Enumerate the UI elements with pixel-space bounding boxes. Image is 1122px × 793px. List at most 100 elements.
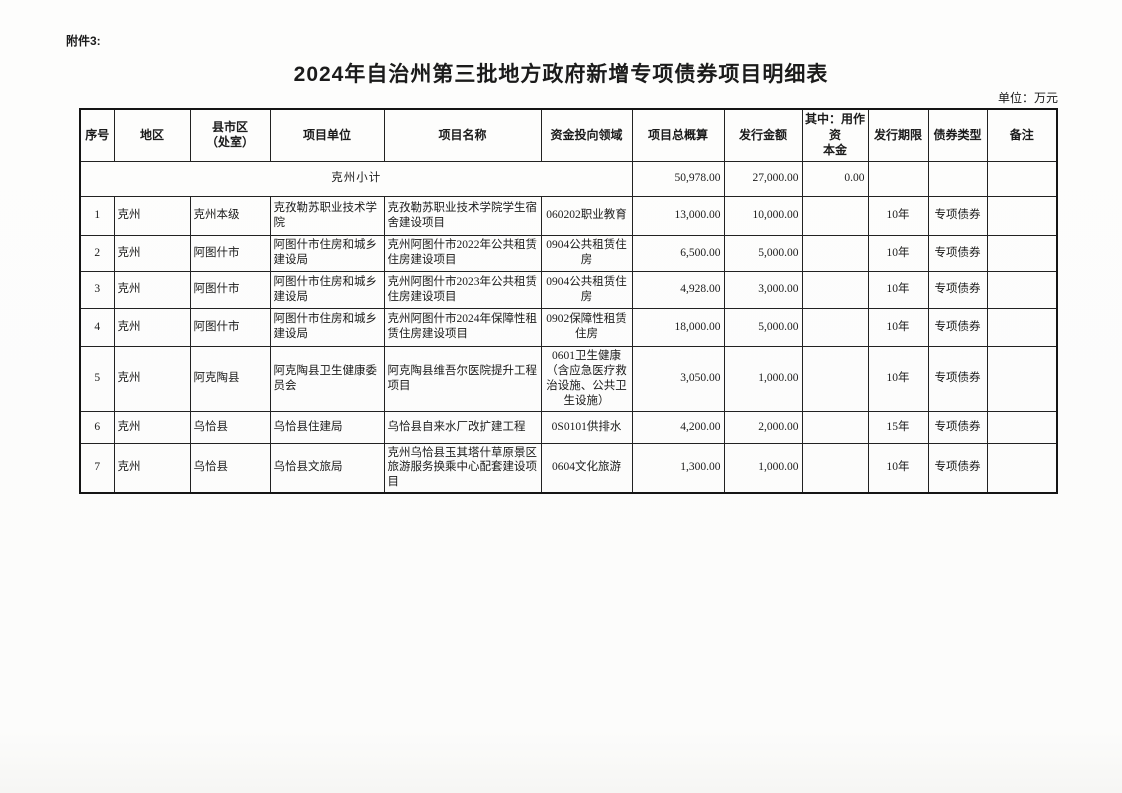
cell-region: 克州 bbox=[113, 442, 191, 494]
cell-field: 0902保障性租赁住房 bbox=[540, 307, 633, 347]
subtotal-issue-amount: 27,000.00 bbox=[723, 160, 803, 197]
cell-region: 克州 bbox=[113, 195, 191, 236]
table-row: 3 克州 阿图什市 阿图什市住房和城乡建设局 克州阿图什市2023年公共租赁住房… bbox=[79, 270, 1058, 309]
cell-seq: 4 bbox=[79, 307, 115, 347]
header-cell-issue-amount: 发行金额 bbox=[723, 108, 803, 162]
cell-term: 10年 bbox=[867, 345, 929, 412]
header-cell-county: 县市区 （处室） bbox=[189, 108, 271, 162]
cell-region: 克州 bbox=[113, 345, 191, 412]
cell-project: 克州阿图什市2022年公共租赁住房建设项目 bbox=[383, 234, 542, 272]
cell-county: 阿克陶县 bbox=[189, 345, 271, 412]
header-cell-term: 发行期限 bbox=[867, 108, 929, 162]
unit-note: 单位：万元 bbox=[997, 91, 1058, 105]
cell-field: 0S0101供排水 bbox=[540, 410, 633, 444]
cell-capital-fund bbox=[801, 195, 869, 236]
cell-field: 0604文化旅游 bbox=[540, 442, 633, 494]
cell-note bbox=[986, 345, 1058, 412]
cell-project: 克州乌恰县玉其塔什草原景区旅游服务换乘中心配套建设项目 bbox=[383, 442, 542, 494]
cell-issue-amount: 2,000.00 bbox=[723, 410, 803, 444]
cell-unit: 阿图什市住房和城乡建设局 bbox=[269, 234, 385, 272]
cell-field: 0601卫生健康（含应急医疗救治设施、公共卫生设施） bbox=[540, 345, 633, 412]
cell-note bbox=[986, 270, 1058, 309]
attachment-label: 附件3: bbox=[66, 34, 101, 48]
table-header-row: 序号 地区 县市区 （处室） 项目单位 项目名称 资金投向领域 项目总概算 发行… bbox=[79, 108, 1058, 162]
cell-capital-fund bbox=[801, 234, 869, 272]
cell-term: 10年 bbox=[867, 442, 929, 494]
cell-region: 克州 bbox=[113, 410, 191, 444]
cell-capital-fund bbox=[801, 270, 869, 309]
cell-unit: 阿图什市住房和城乡建设局 bbox=[269, 270, 385, 309]
cell-county: 阿图什市 bbox=[189, 270, 271, 309]
cell-total-budget: 4,928.00 bbox=[631, 270, 725, 309]
header-cell-capital-fund: 其中：用作资 本金 bbox=[801, 108, 869, 162]
cell-project: 阿克陶县维吾尔医院提升工程项目 bbox=[383, 345, 542, 412]
subtotal-note bbox=[986, 160, 1058, 197]
cell-issue-amount: 10,000.00 bbox=[723, 195, 803, 236]
table-row: 7 克州 乌恰县 乌恰县文旅局 克州乌恰县玉其塔什草原景区旅游服务换乘中心配套建… bbox=[79, 442, 1058, 494]
header-cell-project: 项目名称 bbox=[383, 108, 542, 162]
cell-unit: 乌恰县住建局 bbox=[269, 410, 385, 444]
cell-capital-fund bbox=[801, 307, 869, 347]
cell-total-budget: 18,000.00 bbox=[631, 307, 725, 347]
cell-project: 克州阿图什市2024年保障性租赁住房建设项目 bbox=[383, 307, 542, 347]
cell-note bbox=[986, 195, 1058, 236]
cell-field: 0904公共租赁住房 bbox=[540, 270, 633, 309]
cell-field: 060202职业教育 bbox=[540, 195, 633, 236]
cell-issue-amount: 1,000.00 bbox=[723, 345, 803, 412]
cell-unit: 阿图什市住房和城乡建设局 bbox=[269, 307, 385, 347]
header-cell-total-budget: 项目总概算 bbox=[631, 108, 725, 162]
cell-unit: 阿克陶县卫生健康委员会 bbox=[269, 345, 385, 412]
subtotal-row: 克州小计 50,978.00 27,000.00 0.00 bbox=[79, 160, 1058, 197]
cell-bond-type: 专项债券 bbox=[927, 410, 988, 444]
cell-bond-type: 专项债券 bbox=[927, 345, 988, 412]
cell-issue-amount: 3,000.00 bbox=[723, 270, 803, 309]
cell-region: 克州 bbox=[113, 234, 191, 272]
cell-capital-fund bbox=[801, 442, 869, 494]
cell-bond-type: 专项债券 bbox=[927, 442, 988, 494]
cell-field: 0904公共租赁住房 bbox=[540, 234, 633, 272]
cell-unit: 乌恰县文旅局 bbox=[269, 442, 385, 494]
header-cell-note: 备注 bbox=[986, 108, 1058, 162]
cell-project: 克州阿图什市2023年公共租赁住房建设项目 bbox=[383, 270, 542, 309]
cell-note bbox=[986, 234, 1058, 272]
cell-county: 乌恰县 bbox=[189, 410, 271, 444]
cell-note bbox=[986, 307, 1058, 347]
table-row: 4 克州 阿图什市 阿图什市住房和城乡建设局 克州阿图什市2024年保障性租赁住… bbox=[79, 307, 1058, 347]
table-row: 6 克州 乌恰县 乌恰县住建局 乌恰县自来水厂改扩建工程 0S0101供排水 4… bbox=[79, 410, 1058, 444]
cell-capital-fund bbox=[801, 410, 869, 444]
cell-region: 克州 bbox=[113, 270, 191, 309]
cell-bond-type: 专项债券 bbox=[927, 234, 988, 272]
header-cell-region: 地区 bbox=[113, 108, 191, 162]
cell-project: 克孜勒苏职业技术学院学生宿舍建设项目 bbox=[383, 195, 542, 236]
header-cell-bond-type: 债券类型 bbox=[927, 108, 988, 162]
table-row: 5 克州 阿克陶县 阿克陶县卫生健康委员会 阿克陶县维吾尔医院提升工程项目 06… bbox=[79, 345, 1058, 412]
cell-region: 克州 bbox=[113, 307, 191, 347]
cell-bond-type: 专项债券 bbox=[927, 307, 988, 347]
cell-issue-amount: 1,000.00 bbox=[723, 442, 803, 494]
table-row: 2 克州 阿图什市 阿图什市住房和城乡建设局 克州阿图什市2022年公共租赁住房… bbox=[79, 234, 1058, 272]
subtotal-label: 克州小计 bbox=[79, 160, 633, 197]
cell-note bbox=[986, 442, 1058, 494]
cell-term: 10年 bbox=[867, 195, 929, 236]
subtotal-term bbox=[867, 160, 929, 197]
page-title: 2024年自治州第三批地方政府新增专项债券项目明细表 bbox=[293, 63, 829, 86]
table-row: 1 克州 克州本级 克孜勒苏职业技术学院 克孜勒苏职业技术学院学生宿舍建设项目 … bbox=[79, 195, 1058, 236]
cell-total-budget: 6,500.00 bbox=[631, 234, 725, 272]
bond-projects-table: 序号 地区 县市区 （处室） 项目单位 项目名称 资金投向领域 项目总概算 发行… bbox=[79, 108, 1058, 495]
cell-county: 乌恰县 bbox=[189, 442, 271, 494]
cell-seq: 1 bbox=[79, 195, 115, 236]
cell-seq: 6 bbox=[79, 410, 115, 444]
subtotal-total-budget: 50,978.00 bbox=[631, 160, 725, 197]
cell-project: 乌恰县自来水厂改扩建工程 bbox=[383, 410, 542, 444]
header-cell-field: 资金投向领域 bbox=[540, 108, 633, 162]
subtotal-bond-type bbox=[927, 160, 988, 197]
cell-term: 15年 bbox=[867, 410, 929, 444]
subtotal-capital-fund: 0.00 bbox=[801, 160, 869, 197]
cell-term: 10年 bbox=[867, 307, 929, 347]
header-cell-unit: 项目单位 bbox=[269, 108, 385, 162]
cell-total-budget: 13,000.00 bbox=[631, 195, 725, 236]
cell-total-budget: 3,050.00 bbox=[631, 345, 725, 412]
cell-issue-amount: 5,000.00 bbox=[723, 234, 803, 272]
cell-bond-type: 专项债券 bbox=[927, 195, 988, 236]
